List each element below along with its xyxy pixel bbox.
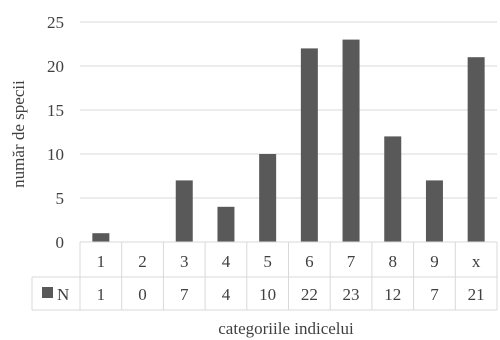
- gridlines: [80, 21, 497, 199]
- y-tick-label: 20: [47, 57, 64, 76]
- category-label: 8: [389, 252, 398, 271]
- data-value-label: 7: [180, 285, 189, 304]
- bar: [92, 233, 110, 242]
- category-label: 4: [222, 252, 231, 271]
- data-value-label: 22: [301, 285, 318, 304]
- data-value-label: 12: [384, 285, 401, 304]
- data-value-label: 10: [259, 285, 276, 304]
- y-tick-label: 5: [56, 189, 65, 208]
- data-value-label: 0: [138, 285, 147, 304]
- category-label: 1: [97, 252, 106, 271]
- bar: [259, 154, 277, 242]
- bar: [467, 57, 485, 243]
- data-value-label: 4: [222, 285, 231, 304]
- bars: [92, 39, 485, 243]
- data-value-label: 1: [97, 285, 106, 304]
- bar: [342, 39, 360, 242]
- bar: [300, 48, 318, 243]
- y-tick-label: 10: [47, 145, 64, 164]
- category-label: 9: [430, 252, 439, 271]
- y-axis-tick-labels: 0 5 10 15 20 25: [47, 13, 64, 252]
- bar: [217, 206, 235, 242]
- y-axis-title: număr de specii: [9, 80, 28, 188]
- legend-swatch: [42, 287, 53, 298]
- category-label: 5: [263, 252, 272, 271]
- data-value-label: 7: [430, 285, 439, 304]
- data-value-label: 21: [468, 285, 485, 304]
- category-label: 6: [305, 252, 314, 271]
- x-axis-title: categoriile indicelui: [218, 319, 354, 338]
- category-label: 3: [180, 252, 189, 271]
- bar: [425, 180, 443, 242]
- category-label: 2: [138, 252, 147, 271]
- category-label: x: [472, 252, 481, 271]
- bar: [384, 136, 402, 242]
- category-label: 7: [347, 252, 356, 271]
- y-tick-label: 15: [47, 101, 64, 120]
- y-tick-label: 0: [56, 233, 65, 252]
- bar: [175, 180, 193, 242]
- legend-series-name: N: [57, 285, 69, 304]
- y-tick-label: 25: [47, 13, 64, 32]
- data-value-label: 23: [343, 285, 360, 304]
